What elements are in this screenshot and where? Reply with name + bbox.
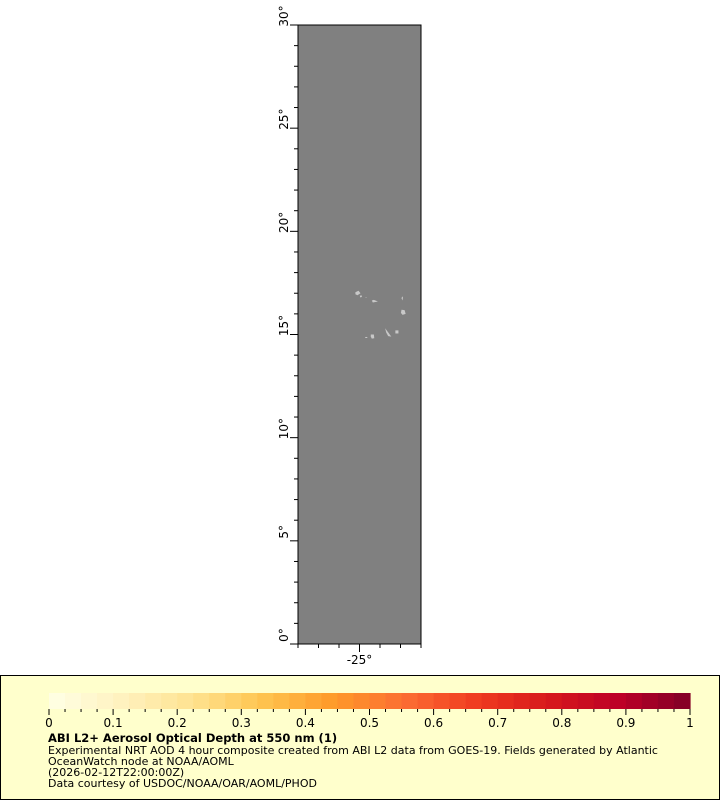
colorbar-label: 0.3 — [232, 716, 251, 730]
lat-label: 5° — [277, 525, 291, 539]
colorbar-swatch — [385, 693, 403, 709]
colorbar-swatch — [513, 693, 531, 709]
colorbar-label: 0.4 — [296, 716, 315, 730]
colorbar-label: 0.9 — [616, 716, 635, 730]
island — [365, 336, 368, 339]
lat-label: 15° — [277, 315, 291, 336]
colorbar-swatch — [289, 693, 306, 709]
colorbar-swatch — [193, 693, 210, 709]
colorbar-swatch — [353, 693, 371, 709]
colorbar-label: 0.6 — [424, 716, 443, 730]
colorbar: 0 0.1 0.2 0.3 0.4 0.5 0.6 0.7 0.8 0.9 1 — [45, 693, 694, 730]
colorbar-swatch — [609, 693, 627, 709]
colorbar-swatch — [113, 693, 130, 709]
colorbar-swatch — [433, 693, 451, 709]
legend-panel: 0 0.1 0.2 0.3 0.4 0.5 0.6 0.7 0.8 0.9 1 ABI L2+ Ae… — [0, 675, 720, 800]
colorbar-swatch — [641, 693, 659, 709]
colorbar-swatch — [209, 693, 226, 709]
lat-label: 0° — [277, 628, 291, 642]
colorbar-swatch — [673, 693, 691, 709]
colorbar-swatch — [81, 693, 98, 709]
colorbar-swatch — [465, 693, 483, 709]
colorbar-label: 0.5 — [360, 716, 379, 730]
colorbar-swatch — [561, 693, 579, 709]
colorbar-label: 1 — [686, 716, 694, 730]
colorbar-swatch — [97, 693, 114, 709]
legend-time: (2026-02-12T22:00:00Z) — [48, 766, 185, 779]
island — [385, 328, 392, 337]
colorbar-swatch — [545, 693, 563, 709]
colorbar-label: 0.1 — [104, 716, 123, 730]
lat-label: 30° — [277, 5, 291, 26]
colorbar-label: 0 — [45, 716, 53, 730]
lat-label: 10° — [277, 418, 291, 439]
colorbar-swatch — [49, 693, 66, 709]
colorbar-swatch — [417, 693, 435, 709]
colorbar-swatch — [305, 693, 323, 709]
colorbar-swatch — [625, 693, 643, 709]
colorbar-swatch — [129, 693, 146, 709]
colorbar-swatch — [257, 693, 274, 709]
cape-verde-islands — [355, 290, 406, 339]
colorbar-swatch — [161, 693, 178, 709]
island — [401, 296, 403, 301]
colorbar-swatch — [241, 693, 258, 709]
colorbar-swatch — [481, 693, 499, 709]
island — [400, 309, 406, 315]
colorbar-swatch — [657, 693, 675, 709]
map-area — [297, 24, 422, 645]
colorbar-swatch — [449, 693, 467, 709]
legend-credit: Data courtesy of USDOC/NOAA/OAR/AOML/PHO… — [48, 777, 317, 790]
colorbar-swatch — [401, 693, 419, 709]
lon-label: -25° — [347, 653, 373, 667]
island — [355, 290, 361, 296]
colorbar-swatch — [497, 693, 515, 709]
colorbar-swatch — [65, 693, 82, 709]
island — [365, 297, 367, 298]
colorbar-swatch — [321, 693, 339, 709]
colorbar-swatch — [337, 693, 355, 709]
colorbar-swatch — [577, 693, 595, 709]
colorbar-swatch — [177, 693, 194, 709]
lat-label: 20° — [277, 212, 291, 233]
island — [370, 334, 375, 339]
lat-label: 25° — [277, 109, 291, 130]
colorbar-label: 0.8 — [552, 716, 571, 730]
colorbar-swatch — [529, 693, 547, 709]
colorbar-swatch — [225, 693, 242, 709]
legend-description-line2: OceanWatch node at NOAA/AOML — [48, 755, 234, 768]
colorbar-label: 0.2 — [168, 716, 187, 730]
island — [359, 295, 362, 298]
map-plot: 0° 5° 10° 15° 20° 25° 30° -25° — [277, 5, 422, 667]
colorbar-swatch — [369, 693, 387, 709]
colorbar-swatch — [145, 693, 162, 709]
map-axes: 0° 5° 10° 15° 20° 25° 30° -25° — [277, 5, 422, 667]
legend-description-line1: Experimental NRT AOD 4 hour composite cr… — [48, 744, 658, 757]
legend-title: ABI L2+ Aerosol Optical Depth at 550 nm … — [48, 731, 338, 745]
colorbar-swatch — [593, 693, 611, 709]
colorbar-label: 0.7 — [488, 716, 507, 730]
island — [395, 330, 399, 334]
colorbar-swatch — [273, 693, 290, 709]
island — [371, 299, 378, 303]
